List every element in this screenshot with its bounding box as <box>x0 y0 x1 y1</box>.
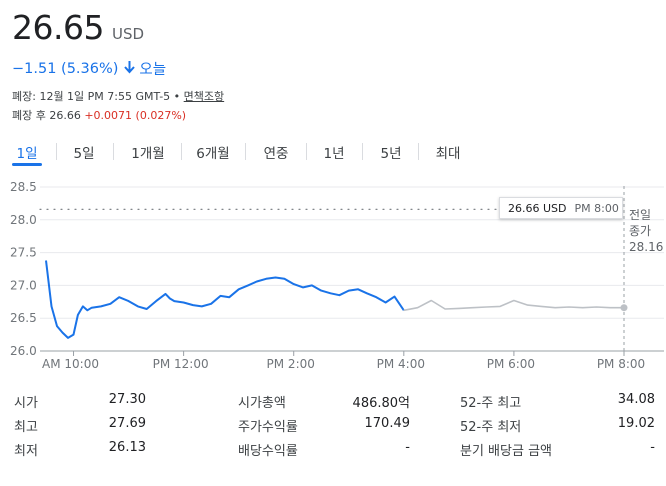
x-tick-label: PM 8:00 <box>597 357 645 371</box>
price-change-row: −1.51 (5.36%) 오늘 <box>12 58 166 79</box>
price-line-after-hours <box>403 299 624 312</box>
y-tick-label: 27.0 <box>10 278 37 292</box>
stat-high-value: 27.69 <box>108 416 146 431</box>
stat-pe-label: 주가수익률 <box>238 420 298 435</box>
chart-tooltip: 26.66 USD PM 8:00 <box>499 197 623 219</box>
previous-close-line1: 전일 <box>629 208 652 222</box>
tab-divider <box>245 143 246 160</box>
tab-ytd[interactable]: 연중 <box>263 146 289 162</box>
tab-max[interactable]: 최대 <box>435 146 461 162</box>
y-tick-label: 28.0 <box>10 213 37 227</box>
stat-52w-high-value: 34.08 <box>617 392 655 407</box>
tooltip-time: PM 8:00 <box>574 201 619 215</box>
y-tick-label: 26.5 <box>10 311 37 325</box>
stats-row: 최고 27.69 주가수익률 170.49 52-주 최저 19.02 <box>0 416 666 440</box>
hover-point <box>620 304 628 312</box>
x-tick-label: PM 2:00 <box>267 357 315 371</box>
stats-row: 최저 26.13 배당수익률 - 분기 배당금 금액 - <box>0 440 666 464</box>
previous-close-label: 전일 종가 28.16 <box>629 207 663 255</box>
y-tick-label: 27.5 <box>10 246 37 260</box>
tooltip-price: 26.66 USD <box>508 201 567 215</box>
stat-quarterly-dividend-label: 분기 배당금 금액 <box>460 444 552 459</box>
stat-52w-low-value: 19.02 <box>617 416 655 431</box>
stat-marketcap-value: 486.80억 <box>352 396 410 411</box>
price-line-regular <box>45 260 405 339</box>
tab-1d[interactable]: 1일 <box>16 146 38 162</box>
stat-quarterly-dividend-value: - <box>650 440 655 455</box>
after-hours-price: 폐장 후 26.66 <box>12 109 81 122</box>
stat-marketcap-label: 시가총액 <box>238 396 286 411</box>
after-hours-info: 폐장 후 26.66 +0.0071 (0.027%) <box>12 107 186 123</box>
previous-close-value: 28.16 <box>629 240 664 254</box>
close-time: 폐장: 12월 1일 PM 7:55 GMT-5 • <box>12 90 181 103</box>
active-tab-indicator <box>12 163 42 166</box>
stat-52w-low-label: 52-주 최저 <box>460 420 522 435</box>
stat-pe-value: 170.49 <box>364 416 411 431</box>
tab-1m[interactable]: 1개월 <box>131 146 165 162</box>
tab-divider <box>418 143 419 160</box>
previous-close-line2: 종가 <box>629 224 652 238</box>
tab-5y[interactable]: 5년 <box>380 146 402 162</box>
stat-open-label: 시가 <box>14 396 38 411</box>
price-change: −1.51 (5.36%) <box>12 60 119 77</box>
x-tick-label: PM 6:00 <box>487 357 535 371</box>
price-chart[interactable]: 26.0 26.5 27.0 27.5 28.0 28.5 AM 10:00 PM 12:0… <box>0 172 666 372</box>
tab-divider <box>56 143 57 160</box>
x-tick-label: AM 10:00 <box>42 357 99 371</box>
tab-6m[interactable]: 6개월 <box>196 146 230 162</box>
stat-52w-high-label: 52-주 최고 <box>460 396 522 411</box>
tab-1y[interactable]: 1년 <box>323 146 345 162</box>
disclaimer-link[interactable]: 면책조항 <box>183 90 225 103</box>
tab-divider <box>306 143 307 160</box>
stat-open-value: 27.30 <box>108 392 146 407</box>
arrow-down-icon <box>124 60 136 78</box>
change-period: 오늘 <box>139 62 167 78</box>
x-tick-label: PM 12:00 <box>153 357 209 371</box>
stat-high-label: 최고 <box>14 420 38 435</box>
range-tabs: 1일 5일 1개월 6개월 연중 1년 5년 최대 <box>0 136 666 166</box>
tab-5d[interactable]: 5일 <box>73 146 95 162</box>
stats-row: 시가 27.30 시가총액 486.80억 52-주 최고 34.08 <box>0 392 666 416</box>
current-price: 26.65 <box>12 8 104 47</box>
y-tick-label: 28.5 <box>10 180 37 194</box>
tab-divider <box>181 143 182 160</box>
tab-divider <box>113 143 114 160</box>
currency-label: USD <box>111 25 145 43</box>
stat-dividend-yield-value: - <box>405 440 410 455</box>
price-row: 26.65 USD <box>12 8 144 47</box>
x-tick-label: PM 4:00 <box>377 357 425 371</box>
y-tick-label: 26.0 <box>10 344 37 358</box>
stat-dividend-yield-label: 배당수익률 <box>238 444 298 459</box>
close-info: 폐장: 12월 1일 PM 7:55 GMT-5 • 면책조항 <box>12 88 224 104</box>
tab-divider <box>362 143 363 160</box>
stat-low-label: 최저 <box>14 444 38 459</box>
stat-low-value: 26.13 <box>108 440 146 455</box>
after-hours-change: +0.0071 (0.027%) <box>84 109 187 122</box>
